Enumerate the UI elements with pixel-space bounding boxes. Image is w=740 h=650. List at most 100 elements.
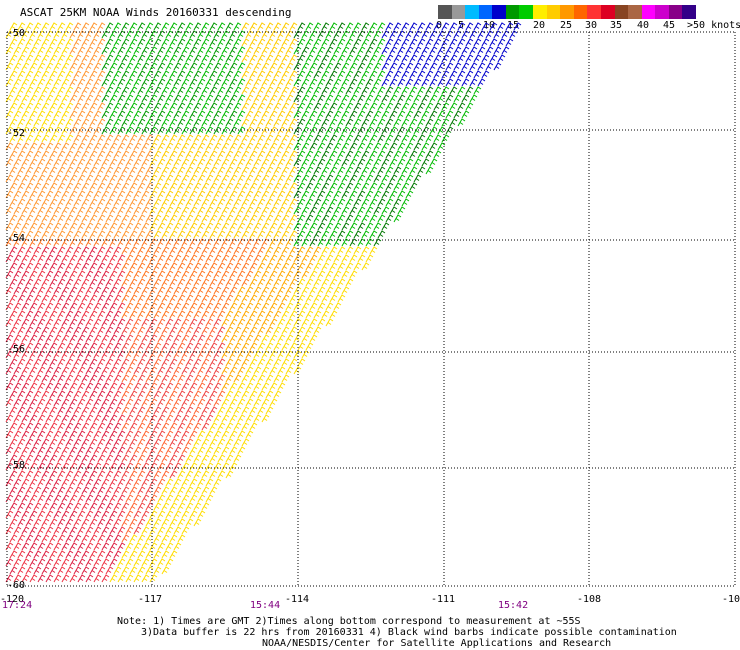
wind-barb bbox=[113, 342, 122, 351]
wind-barb bbox=[137, 566, 146, 575]
wind-barb bbox=[421, 126, 430, 135]
wind-barb bbox=[337, 150, 346, 159]
wind-barb bbox=[137, 310, 146, 319]
wind-barb bbox=[281, 102, 290, 111]
wind-barb bbox=[53, 526, 62, 535]
wind-barb bbox=[221, 94, 230, 103]
wind-barb bbox=[33, 390, 42, 399]
wind-barb bbox=[53, 318, 62, 327]
wind-barb bbox=[33, 518, 42, 527]
wind-barb bbox=[233, 390, 242, 399]
wind-barb bbox=[309, 94, 318, 103]
wind-barb bbox=[17, 358, 26, 367]
wind-barb bbox=[89, 198, 98, 207]
wind-barb bbox=[93, 78, 102, 87]
wind-barb bbox=[181, 462, 190, 471]
wind-barb bbox=[465, 22, 474, 31]
wind-barb bbox=[77, 238, 86, 247]
wind-barb bbox=[421, 94, 430, 103]
wind-barb bbox=[233, 38, 242, 47]
wind-barb bbox=[269, 78, 278, 87]
wind-barb bbox=[389, 142, 398, 151]
wind-barb bbox=[341, 238, 350, 247]
wind-barb bbox=[105, 22, 114, 31]
wind-barb bbox=[217, 406, 226, 415]
wind-barb bbox=[109, 574, 118, 583]
wind-barb bbox=[113, 326, 122, 335]
wind-barb bbox=[209, 134, 218, 143]
wind-barb bbox=[309, 110, 318, 119]
wind-barb bbox=[317, 270, 326, 279]
wind-barb bbox=[233, 102, 242, 111]
wind-barb bbox=[149, 446, 158, 455]
wind-barb bbox=[161, 502, 170, 511]
wind-barb bbox=[329, 70, 338, 79]
wind-barb bbox=[481, 70, 490, 79]
wind-barb bbox=[69, 494, 78, 503]
wind-barb bbox=[141, 366, 150, 375]
wind-barb bbox=[297, 246, 306, 255]
wind-barb bbox=[121, 54, 130, 63]
wind-barb bbox=[277, 174, 286, 183]
wind-barb bbox=[437, 110, 446, 119]
wind-barb bbox=[217, 374, 226, 383]
wind-barb bbox=[57, 294, 66, 303]
wind-barb bbox=[125, 94, 134, 103]
wind-barb bbox=[81, 358, 90, 367]
wind-barb bbox=[121, 166, 130, 175]
wind-barb bbox=[133, 302, 142, 311]
wind-barb bbox=[393, 134, 402, 143]
wind-barb bbox=[101, 542, 110, 551]
wind-barb bbox=[209, 118, 218, 127]
wind-barb bbox=[45, 382, 54, 391]
wind-barb bbox=[277, 286, 286, 295]
wind-barb bbox=[345, 134, 354, 143]
wind-barb bbox=[209, 246, 218, 255]
wind-barb bbox=[253, 382, 262, 391]
wind-barb bbox=[193, 470, 202, 479]
wind-barb bbox=[249, 342, 258, 351]
wind-barb bbox=[385, 70, 394, 79]
wind-barb bbox=[413, 46, 422, 55]
wind-barb bbox=[45, 78, 54, 87]
wind-barb bbox=[181, 414, 190, 423]
wind-barb bbox=[249, 294, 258, 303]
wind-barb bbox=[257, 294, 266, 303]
wind-barb bbox=[321, 246, 330, 255]
wind-barb bbox=[5, 190, 14, 199]
wind-barb bbox=[189, 478, 198, 487]
wind-barb bbox=[245, 382, 254, 391]
wind-barb bbox=[57, 86, 66, 95]
wind-barb bbox=[177, 150, 186, 159]
wind-barb bbox=[13, 398, 22, 407]
wind-barb bbox=[137, 150, 146, 159]
wind-barb bbox=[13, 446, 22, 455]
wind-barb bbox=[437, 62, 446, 71]
wind-barb bbox=[85, 526, 94, 535]
wind-barb bbox=[369, 38, 378, 47]
wind-barb bbox=[253, 318, 262, 327]
wind-barb bbox=[149, 414, 158, 423]
wind-barb bbox=[81, 70, 90, 79]
wind-barb bbox=[229, 366, 238, 375]
wind-barb bbox=[321, 182, 330, 191]
wind-barb bbox=[193, 230, 202, 239]
wind-barb bbox=[57, 342, 66, 351]
wind-barb bbox=[269, 222, 278, 231]
wind-barb bbox=[185, 518, 194, 527]
wind-barb bbox=[41, 550, 50, 559]
wind-barb bbox=[149, 318, 158, 327]
wind-barb bbox=[13, 430, 22, 439]
wind-barb bbox=[33, 422, 42, 431]
wind-barb bbox=[301, 94, 310, 103]
wind-barb bbox=[173, 206, 182, 215]
wind-barb bbox=[33, 566, 42, 575]
wind-barb bbox=[233, 358, 242, 367]
wind-barb bbox=[81, 278, 90, 287]
wind-barb bbox=[169, 310, 178, 319]
wind-barb bbox=[69, 78, 78, 87]
wind-barb bbox=[225, 438, 234, 447]
wind-barb bbox=[169, 278, 178, 287]
wind-barb bbox=[297, 198, 306, 207]
wind-barb bbox=[365, 62, 374, 71]
